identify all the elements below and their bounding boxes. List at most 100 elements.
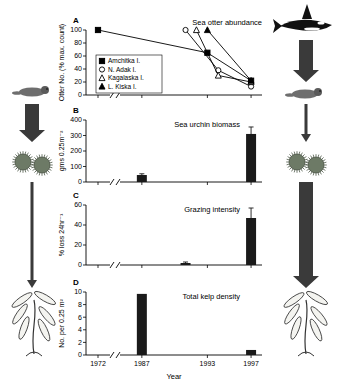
legend-box [96,55,162,93]
urchin-test [15,154,31,170]
y-tick-label: 0 [78,261,82,268]
y-axis-label: % loss 24hr⁻¹ [58,213,65,256]
y-tick-label: 300 [70,132,82,139]
figure: 020406080100ASea otter abundanceOtter No… [0,0,345,392]
panel-title: Sea urchin biomass [174,120,240,129]
y-tick [83,245,86,246]
legend-marker [99,58,104,63]
otter-body [19,88,45,97]
kelp-holdfast [26,352,42,356]
panel: 020406080100ASea otter abundanceOtter No… [58,16,262,101]
series-line [207,30,251,81]
y-tick-label: 8 [78,301,82,308]
point [193,27,199,33]
otter-icon [12,86,49,97]
panel: 0100200300400BSea urchin biomassgms 0.25… [58,106,262,185]
orca-icon [273,4,332,33]
x-tick [251,182,252,185]
x-tick [141,182,142,185]
y-tick-label: 40 [74,221,82,228]
y-tick-label: 6 [78,314,82,321]
panel-letter: C [73,191,79,200]
x-tick [141,265,142,268]
urchin-spines [305,154,327,176]
otter-tail [12,91,22,95]
panel-title: Grazing intensity [184,205,240,214]
arrow [19,104,45,142]
panel-title: Total kelp density [182,292,240,301]
x-tick [98,355,99,358]
y-tick-label: 60 [74,52,82,59]
y-tick-label: 20 [74,78,82,85]
urchin-spines [286,151,308,173]
y-tick-label: 100 [70,163,82,170]
otter-icon [285,88,322,99]
error-bar [183,262,188,264]
y-tick [83,95,86,96]
illustrations [10,4,332,356]
y-tick-label: 40 [74,65,82,72]
y-tick [83,317,86,318]
urchin-test [289,154,305,170]
urchin-icon [12,151,34,173]
point [183,27,188,32]
panel: 0204060CGrazing intensity% loss 24hr⁻¹ [58,191,262,268]
y-tick [83,355,86,356]
x-tick-label: 1987 [134,360,150,367]
orca-fin [302,4,312,19]
x-tick [251,95,252,98]
y-tick [83,120,86,121]
x-axis [120,265,262,266]
otter-tail [285,93,295,97]
y-tick [83,82,86,83]
point [215,72,221,78]
x-tick [207,265,208,268]
x-tick [251,265,252,268]
marks [137,127,256,182]
arrow [293,40,319,82]
orca-eyepatch [318,22,325,25]
y-tick [83,56,86,57]
urchin-icon [305,154,327,176]
kelp-blade [36,318,52,342]
otter-body [292,90,318,99]
kelp-blade [289,316,303,341]
x-tick [98,95,99,98]
y-tick [83,135,86,136]
kelp-icon [10,289,57,356]
urchin-icon [31,154,53,176]
y-tick [83,30,86,31]
y-axis [86,30,87,95]
orca-belly [304,27,320,30]
legend-marker [99,75,105,81]
legend-marker [99,67,104,72]
kelp-blade [305,289,329,307]
x-axis-label: Year [166,372,182,381]
error-bar [249,208,254,228]
legend: Amchitka I.N. Adak I.Kagalaska I.L. Kisk… [96,55,162,93]
x-tick [207,355,208,358]
panel-title: Sea otter abundance [192,18,262,27]
legend-label: N. Adak I. [108,66,136,73]
legend-label: Kagalaska I. [108,74,144,82]
kelp-stipe [305,300,307,354]
orca-tail [273,19,282,33]
urchin-icon [286,151,308,173]
bar [246,350,256,355]
axis-break [110,262,120,268]
x-axis [120,95,262,96]
kelp-holdfast [298,352,314,356]
y-tick-label: 0 [78,91,82,98]
y-tick-label: 0 [78,178,82,185]
y-tick-label: 60 [74,201,82,208]
panel: 02468101972198719931997DTotal kelp densi… [58,278,262,381]
y-tick [83,225,86,226]
point [248,78,254,84]
arrow [293,182,319,288]
urchin-test [34,157,50,173]
y-tick [83,43,86,44]
x-tick [207,182,208,185]
y-tick [83,304,86,305]
y-axis-label: Otter No. (% max. count) [58,24,66,101]
urchin-spines [12,151,34,173]
